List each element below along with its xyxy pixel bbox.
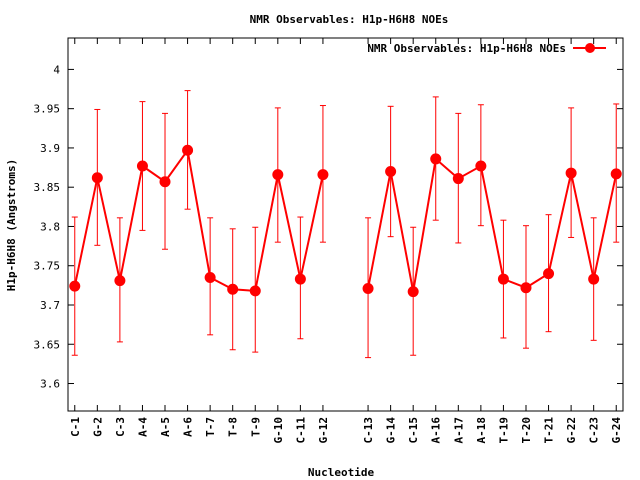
x-tick-label: G-24 (610, 417, 623, 444)
data-point (227, 283, 239, 295)
y-tick-label: 3.95 (34, 103, 61, 116)
data-point (272, 169, 284, 181)
x-tick-label: A-18 (475, 417, 488, 444)
x-tick-label: C-3 (114, 417, 127, 437)
x-tick-label: T-9 (249, 417, 262, 437)
chart-title: NMR Observables: H1p-H6H8 NOEs (250, 13, 449, 26)
x-tick-label: A-5 (159, 417, 172, 437)
data-point (565, 167, 577, 179)
data-point (475, 160, 487, 172)
data-point (114, 275, 126, 287)
y-tick-label: 3.6 (40, 378, 60, 391)
data-point (385, 165, 397, 177)
x-tick-label: C-11 (294, 417, 307, 444)
y-tick-label: 3.85 (34, 181, 61, 194)
data-point (182, 144, 194, 156)
x-tick-label: A-4 (136, 417, 149, 437)
x-tick-label: A-17 (452, 417, 465, 444)
data-point (136, 160, 148, 172)
x-tick-label: T-19 (497, 417, 510, 444)
data-point (588, 273, 600, 285)
plot-area: 3.6 3.65 3.7 3.75 3.8 3.85 3.9 3.95 4 C-1 G-2 C-3 A-… (34, 37, 624, 444)
data-point (430, 153, 442, 165)
data-point (317, 169, 329, 181)
y-tick-label: 3.7 (40, 299, 60, 312)
series-line (367, 157, 618, 292)
data-point (294, 273, 306, 285)
x-tick-label: G-22 (565, 417, 578, 444)
series-line (73, 147, 324, 292)
y-axis-label: H1p-H6H8 (Angstroms) (5, 159, 18, 291)
x-tick-label: A-16 (430, 417, 443, 444)
x-tick-label: G-14 (385, 417, 398, 444)
data-point (91, 172, 103, 184)
plot-frame (67, 37, 624, 412)
data-point (610, 168, 622, 180)
x-tick-label: T-8 (227, 417, 240, 437)
x-tick-label: G-2 (91, 417, 104, 437)
x-tick-label: G-12 (317, 417, 330, 444)
x-tick-label: G-10 (272, 417, 285, 444)
x-tick-label: T-7 (204, 417, 217, 437)
data-point (249, 285, 261, 297)
data-point (452, 173, 464, 185)
data-point (497, 273, 509, 285)
data-point (204, 272, 216, 284)
x-tick-label: C-1 (69, 417, 82, 437)
data-point (362, 282, 374, 294)
x-tick-label: T-21 (543, 417, 556, 444)
x-tick-label: C-23 (588, 417, 601, 444)
y-tick-label: 4 (53, 63, 60, 76)
data-point (159, 176, 171, 188)
y-tick-label: 3.75 (34, 260, 61, 273)
y-tick-label: 3.8 (40, 220, 60, 233)
data-point (69, 280, 81, 292)
y-tick-label: 3.65 (34, 338, 61, 351)
data-point (407, 286, 419, 298)
legend-label: NMR Observables: H1p-H6H8 NOEs (367, 42, 566, 55)
legend: NMR Observables: H1p-H6H8 NOEs (367, 42, 606, 55)
x-tick-label: C-15 (407, 417, 420, 444)
y-tick-label: 3.9 (40, 142, 60, 155)
legend-marker-sample (585, 43, 595, 53)
data-point (543, 268, 555, 280)
x-tick-label: C-13 (362, 417, 375, 444)
x-axis-label: Nucleotide (308, 466, 375, 479)
x-tick-label: A-6 (182, 417, 195, 437)
data-point (520, 282, 532, 294)
x-tick-label: T-20 (520, 417, 533, 444)
